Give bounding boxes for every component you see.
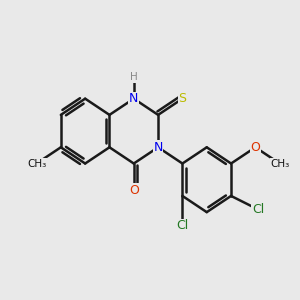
Text: O: O	[129, 184, 139, 197]
Text: H: H	[130, 72, 138, 82]
Text: O: O	[250, 141, 260, 154]
Text: Cl: Cl	[176, 219, 188, 232]
Text: N: N	[129, 92, 139, 105]
Text: S: S	[178, 92, 186, 105]
Text: Cl: Cl	[252, 203, 264, 216]
Text: CH₃: CH₃	[27, 158, 46, 169]
Text: CH₃: CH₃	[270, 158, 289, 169]
Text: N: N	[153, 141, 163, 154]
